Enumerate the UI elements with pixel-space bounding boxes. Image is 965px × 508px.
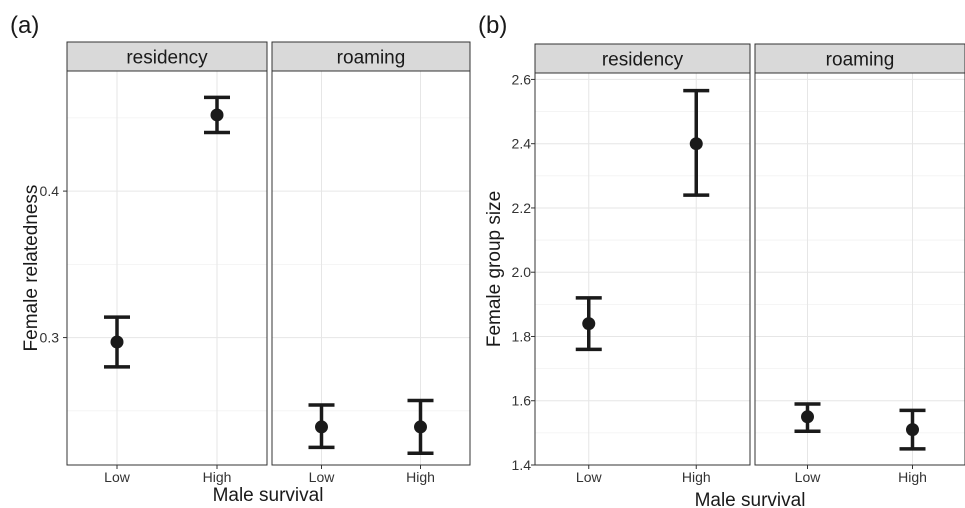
- y-axis-title: Female group size: [484, 191, 505, 347]
- y-tick-label: 1.8: [512, 328, 532, 344]
- plot-panel: [755, 73, 965, 465]
- x-tick-label: Low: [309, 469, 336, 485]
- panel-tag: (a): [10, 12, 39, 39]
- facet-strip: [534, 43, 751, 74]
- facet-strip-label: roaming: [337, 48, 406, 69]
- facet-residency: residency Low High: [66, 41, 268, 485]
- plot-panel: [535, 73, 750, 465]
- x-tick-label: High: [898, 469, 927, 485]
- panel-tag: (b): [478, 12, 507, 39]
- facet-strip: [66, 41, 268, 72]
- y-tick-label: 0.3: [40, 330, 60, 346]
- panel-border: [534, 72, 751, 466]
- x-tick-label: Low: [104, 469, 131, 485]
- y-tick-label: 1.4: [512, 457, 532, 473]
- data-point: [801, 410, 814, 424]
- facet-roaming: roaming Low High: [754, 43, 965, 485]
- x-tick-label: High: [406, 469, 435, 485]
- x-tick-label: Low: [576, 469, 603, 485]
- panel-border: [754, 72, 965, 466]
- x-tick-label: Low: [795, 469, 822, 485]
- plot-panel: [67, 71, 267, 465]
- chart-a: (a) residency Low High roaming Low High 0.3 0.4 M…: [10, 12, 471, 506]
- data-point: [582, 317, 596, 331]
- y-tick-label: 2.4: [512, 136, 532, 152]
- x-axis-title: Male survival: [695, 490, 806, 508]
- y-axis-title: Female relatedness: [21, 185, 42, 352]
- y-tick-label: 2.0: [512, 264, 532, 280]
- x-tick-label: High: [203, 469, 232, 485]
- x-axis-title: Male survival: [213, 485, 324, 506]
- y-tick-label: 2.6: [512, 71, 532, 87]
- facet-strip-label: roaming: [826, 50, 895, 71]
- data-point: [315, 420, 328, 434]
- data-point: [110, 335, 124, 349]
- y-tick-label: 2.2: [512, 200, 532, 216]
- x-tick-label: High: [682, 469, 711, 485]
- y-tick-label: 0.4: [40, 183, 60, 199]
- facet-strip-label: residency: [602, 50, 684, 71]
- facet-strip-label: residency: [126, 48, 208, 69]
- data-point: [414, 420, 427, 434]
- data-point: [210, 108, 224, 122]
- data-point: [689, 137, 703, 151]
- panel-border: [271, 70, 471, 466]
- facet-residency: residency Low High: [534, 43, 751, 485]
- facet-roaming: roaming Low High: [271, 41, 471, 485]
- plot-panel: [272, 71, 470, 465]
- panel-border: [66, 70, 268, 466]
- data-point: [906, 423, 919, 437]
- y-tick-label: 1.6: [512, 393, 532, 409]
- facet-strip: [754, 43, 965, 74]
- chart-b: (b) residency Low High roaming Low High 1.4 1.6 1…: [478, 12, 965, 508]
